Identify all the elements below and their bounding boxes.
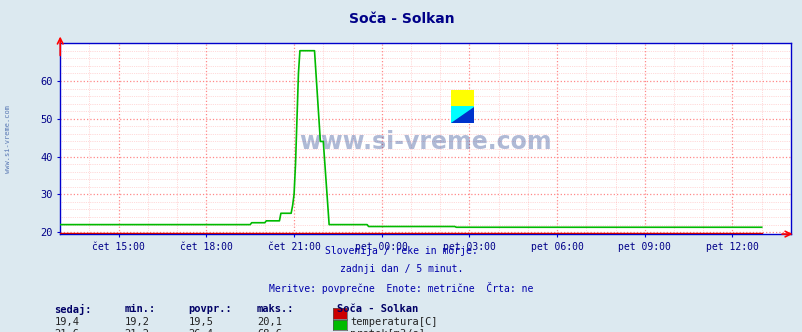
Text: Soča - Solkan: Soča - Solkan bbox=[337, 304, 418, 314]
Text: www.si-vreme.com: www.si-vreme.com bbox=[5, 106, 11, 173]
Text: 21,6: 21,6 bbox=[55, 329, 79, 332]
Text: 19,5: 19,5 bbox=[188, 317, 213, 327]
Text: 19,2: 19,2 bbox=[124, 317, 149, 327]
Text: Meritve: povprečne  Enote: metrične  Črta: ne: Meritve: povprečne Enote: metrične Črta:… bbox=[269, 282, 533, 294]
Text: 68,6: 68,6 bbox=[257, 329, 282, 332]
Text: temperatura[C]: temperatura[C] bbox=[350, 317, 437, 327]
Polygon shape bbox=[451, 107, 473, 124]
Text: min.:: min.: bbox=[124, 304, 156, 314]
Text: zadnji dan / 5 minut.: zadnji dan / 5 minut. bbox=[339, 264, 463, 274]
Text: 26,4: 26,4 bbox=[188, 329, 213, 332]
Text: Soča - Solkan: Soča - Solkan bbox=[348, 12, 454, 26]
Polygon shape bbox=[451, 90, 473, 107]
Text: 19,4: 19,4 bbox=[55, 317, 79, 327]
Polygon shape bbox=[451, 107, 473, 124]
Text: povpr.:: povpr.: bbox=[188, 304, 232, 314]
Text: 20,1: 20,1 bbox=[257, 317, 282, 327]
Text: maks.:: maks.: bbox=[257, 304, 294, 314]
Text: Slovenija / reke in morje.: Slovenija / reke in morje. bbox=[325, 246, 477, 256]
Text: www.si-vreme.com: www.si-vreme.com bbox=[299, 130, 551, 154]
Text: sedaj:: sedaj: bbox=[55, 304, 92, 315]
Text: pretok[m3/s]: pretok[m3/s] bbox=[350, 329, 424, 332]
Text: 21,2: 21,2 bbox=[124, 329, 149, 332]
